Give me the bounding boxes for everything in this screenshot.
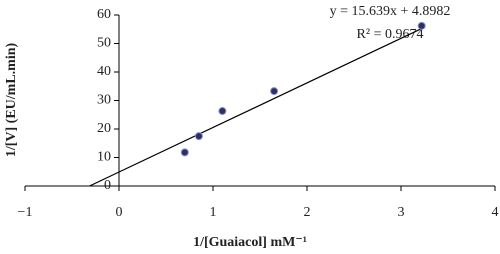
x-tick-label: 1: [210, 205, 217, 220]
y-tick-label: 10: [97, 150, 111, 165]
x-tick-label: 0: [116, 205, 123, 220]
y-tick-label: 60: [97, 7, 111, 22]
y-tick-label: 50: [97, 36, 111, 51]
y-tick-label: 20: [97, 121, 111, 136]
x-axis-label: 1/[Guaiacol] mM⁻¹: [193, 235, 307, 250]
x-tick-label: 2: [304, 205, 311, 220]
x-tick-label: −1: [18, 205, 33, 220]
y-tick-label: 0: [104, 178, 111, 193]
y-tick-label: 40: [97, 64, 111, 79]
point: [270, 87, 279, 96]
y-tick-label: 30: [97, 93, 111, 108]
x-tick-label: 4: [492, 205, 499, 220]
r-squared: R² = 0.9674: [357, 27, 424, 42]
equation: y = 15.639x + 4.8982: [330, 4, 451, 19]
point: [218, 107, 227, 116]
point: [417, 21, 426, 30]
trendline: [89, 27, 422, 187]
y-axis-label: 1/[V] (EU/mL.min): [4, 43, 19, 158]
x-tick-label: 3: [398, 205, 405, 220]
point: [180, 148, 189, 157]
point: [194, 132, 203, 141]
